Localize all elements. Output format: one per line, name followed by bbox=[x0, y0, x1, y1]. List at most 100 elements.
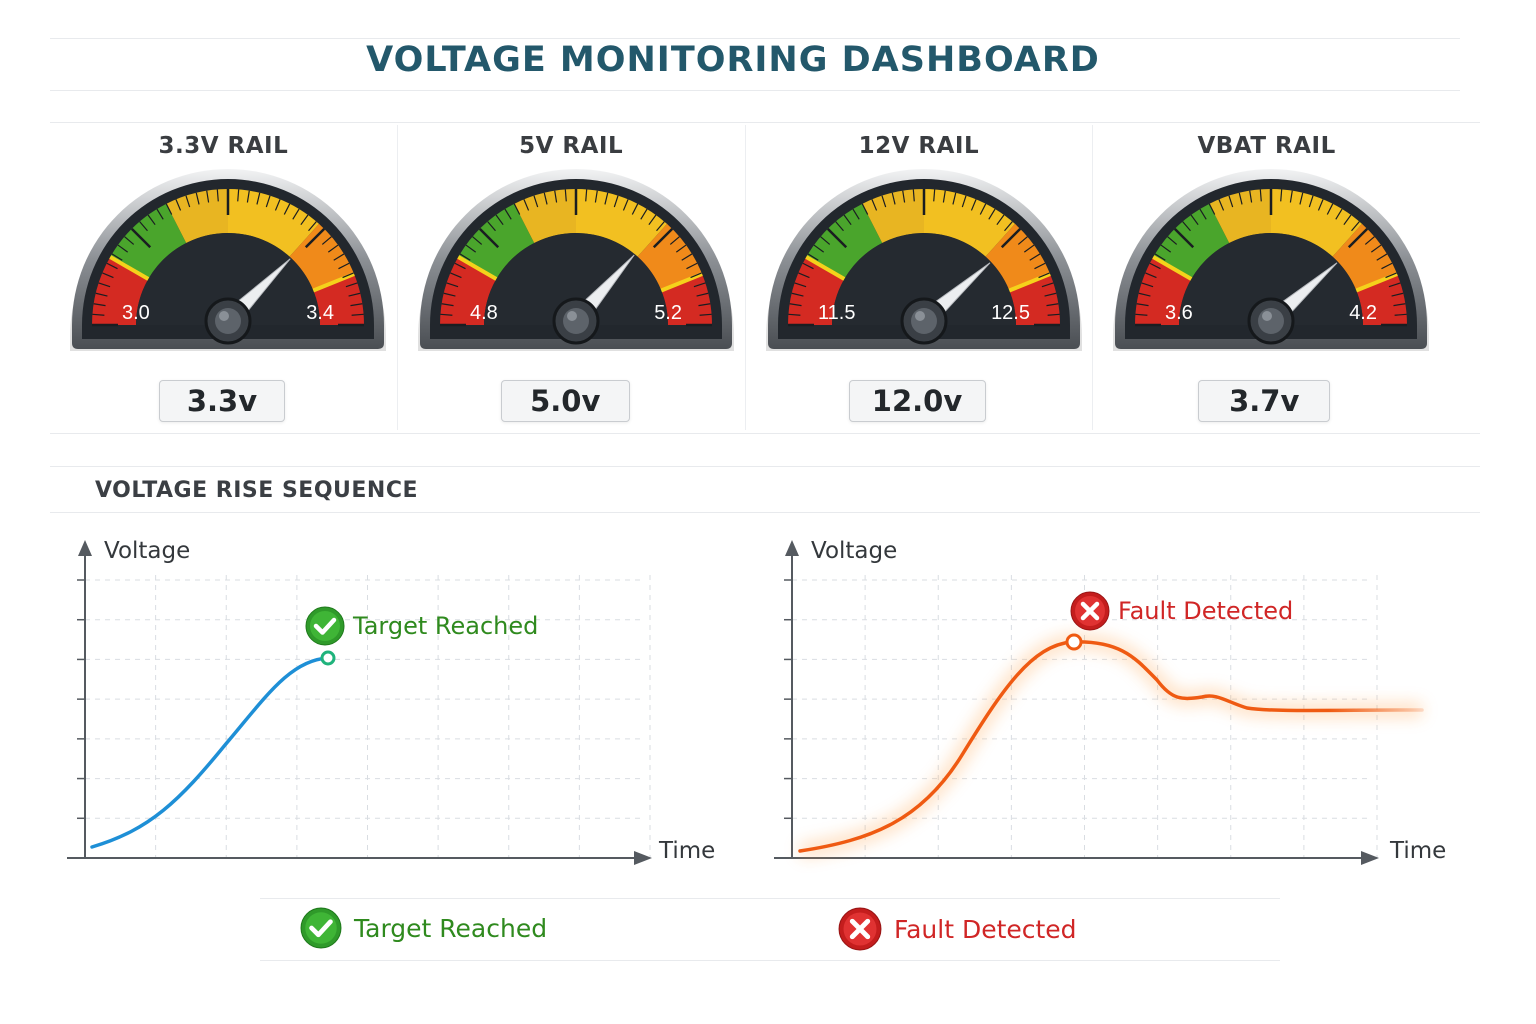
gauge-tick bbox=[1394, 313, 1407, 316]
voltage-rise-chart-ok bbox=[67, 540, 652, 865]
gauge-tick bbox=[449, 272, 462, 279]
gauge-tick bbox=[791, 292, 804, 297]
gauge-tick bbox=[465, 244, 476, 253]
gauge-tick bbox=[851, 208, 860, 220]
header-divider bbox=[50, 90, 1460, 91]
gauge-tick bbox=[441, 303, 454, 307]
gauge-tick bbox=[699, 313, 712, 316]
gauge-tick bbox=[292, 208, 300, 220]
gauge-tick bbox=[655, 221, 665, 232]
gauge-tick bbox=[1136, 303, 1149, 307]
gauge-tick bbox=[807, 253, 819, 261]
gauge-tick bbox=[1218, 199, 1225, 211]
header-top-divider bbox=[50, 38, 1460, 39]
gauge-tick bbox=[797, 272, 810, 279]
chart-grid bbox=[77, 575, 651, 858]
gauge-tick bbox=[195, 192, 200, 205]
gauge-dial: 11.5 12.5 bbox=[765, 169, 1082, 351]
gauge-tick bbox=[265, 195, 271, 208]
gauge-tick bbox=[350, 303, 363, 307]
gauge-tick bbox=[1365, 236, 1376, 245]
gauge-tick bbox=[92, 313, 105, 316]
gauge-title: VBAT RAIL bbox=[1197, 133, 1336, 159]
gauge-tick bbox=[1135, 313, 1148, 316]
gauge-tick bbox=[942, 190, 946, 203]
gauge-band bbox=[575, 189, 667, 257]
legend-item-target: Target Reached bbox=[300, 907, 547, 949]
gauge-tick bbox=[604, 192, 609, 205]
gauge-tick bbox=[139, 221, 148, 232]
section-title: VOLTAGE RISE SEQUENCE bbox=[95, 478, 419, 503]
gauge-min-label: 3.0 bbox=[122, 302, 150, 324]
gauge-tick bbox=[613, 195, 619, 208]
gauge-tick bbox=[345, 282, 358, 288]
gauge-band bbox=[110, 203, 187, 279]
gauge-tick bbox=[459, 253, 471, 261]
gauge-tick bbox=[321, 236, 332, 245]
gauge-band bbox=[805, 203, 882, 279]
gauge-min-label: 4.8 bbox=[470, 302, 498, 324]
gauge-tick bbox=[117, 244, 129, 253]
gauge-tick bbox=[793, 282, 806, 288]
x-axis-label: Time bbox=[659, 838, 716, 864]
gauge-tick bbox=[338, 262, 350, 270]
gauge-tick bbox=[1351, 221, 1361, 232]
gauge-tick bbox=[351, 313, 364, 316]
gauge-tick bbox=[1000, 227, 1021, 249]
gauge-tick bbox=[156, 208, 164, 220]
legend-item-fault: Fault Detected bbox=[838, 907, 1077, 951]
y-axis-label: Voltage bbox=[104, 538, 191, 564]
gauge-tick bbox=[327, 244, 339, 253]
gauge-tick bbox=[513, 203, 520, 215]
gauge-tick bbox=[1045, 303, 1058, 307]
gauge-tick bbox=[843, 214, 852, 226]
gauge-band bbox=[166, 189, 228, 244]
gauge-tick bbox=[185, 195, 191, 208]
gauge-tick bbox=[130, 227, 152, 249]
gauge-tick bbox=[1043, 292, 1056, 297]
gauge-tick bbox=[1249, 190, 1253, 203]
gauge-tick bbox=[1299, 192, 1304, 205]
gauge-tick bbox=[669, 236, 680, 245]
legend-top-divider bbox=[260, 898, 1280, 899]
gauge-tick bbox=[640, 208, 648, 220]
gauge-tick bbox=[256, 192, 261, 205]
gauge-tick bbox=[1280, 189, 1283, 202]
gauge-tick bbox=[348, 292, 361, 297]
gauge-tick bbox=[681, 253, 693, 261]
gauge-max-label: 5.2 bbox=[654, 302, 682, 324]
x-circle-icon bbox=[838, 907, 882, 951]
gauge-row: 3.3V RAIL 3.0 3.4 3.3v 5V RAIL 4.8 5.2 5.0… bbox=[50, 125, 1440, 430]
legend-label: Fault Detected bbox=[894, 914, 1077, 944]
gauge-band bbox=[985, 223, 1050, 291]
gauge-band bbox=[514, 189, 576, 244]
gauge-tick bbox=[1199, 208, 1207, 220]
gauge-tick bbox=[1017, 236, 1028, 245]
fault-detected-callout: Fault Detected bbox=[1070, 591, 1293, 631]
gauge-tick bbox=[106, 262, 118, 270]
gauge-tick bbox=[1145, 272, 1157, 279]
gauge-tick bbox=[970, 199, 977, 211]
gauge-band bbox=[1153, 203, 1230, 279]
gauge-tick bbox=[1149, 262, 1162, 270]
gauge-tick bbox=[1259, 189, 1263, 202]
gauge-tick bbox=[685, 262, 698, 270]
gauge-tick bbox=[1388, 282, 1401, 288]
gauge-tick bbox=[819, 236, 830, 245]
gauge-tick bbox=[901, 190, 905, 203]
fault-point bbox=[1065, 633, 1083, 651]
gauge-tick bbox=[147, 214, 156, 226]
gauge-tick bbox=[1327, 203, 1334, 215]
gauge-tick bbox=[523, 199, 529, 211]
fault-curve bbox=[798, 640, 1424, 853]
gauge-tick bbox=[274, 199, 281, 211]
page-title: VOLTAGE MONITORING DASHBOARD bbox=[366, 40, 1100, 80]
gauge-tick bbox=[1343, 214, 1352, 226]
gauge-title: 12V RAIL bbox=[858, 133, 980, 159]
gauge-tick bbox=[698, 303, 711, 307]
gauge-band bbox=[457, 203, 534, 279]
gauge-tick bbox=[1381, 262, 1393, 270]
gauge-tick bbox=[504, 208, 512, 220]
gauge-tick bbox=[932, 189, 935, 202]
gauge-tick bbox=[206, 190, 210, 203]
